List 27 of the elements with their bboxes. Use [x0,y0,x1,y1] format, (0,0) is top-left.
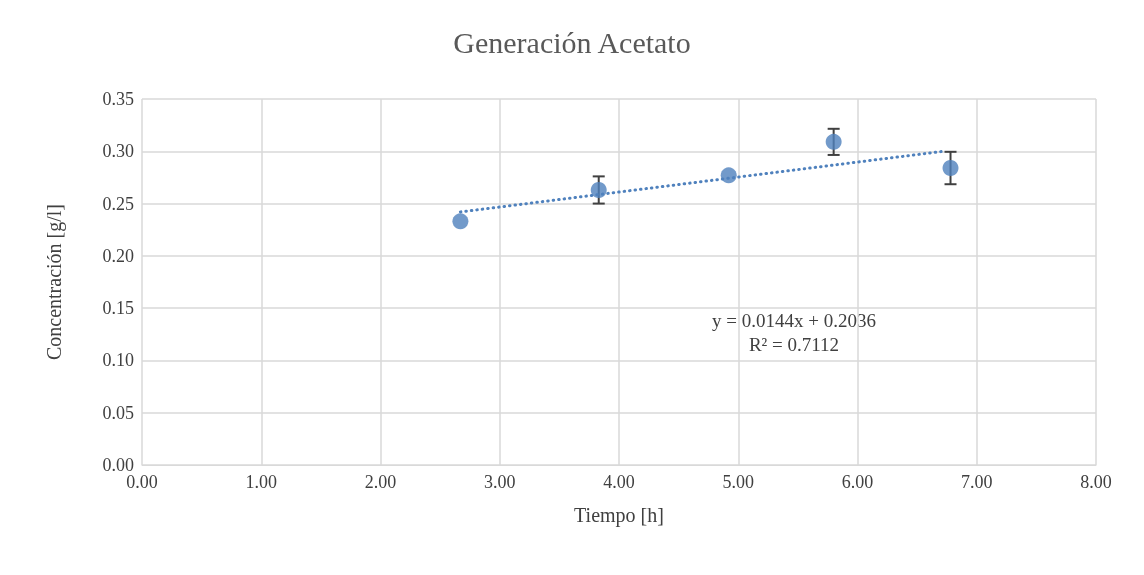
x-tick-label: 6.00 [841,472,874,492]
y-tick-label: 0.05 [102,402,134,423]
x-tick-label: 2.00 [364,472,397,492]
x-tick-label: 1.00 [245,472,277,492]
annotation: R² = 0.7112 [748,333,840,355]
point [825,133,842,150]
x-tick-label: 8.00 [1080,472,1112,492]
chart-title: Generación Acetato [453,25,691,59]
x-tick-label: 0.00 [126,472,158,492]
y-tick-label: 0.10 [102,350,134,371]
point [942,160,959,177]
y-axis-title: Concentración [g/l] [43,203,66,361]
y-tick-label: 0.30 [102,141,134,162]
x-tick-label: 3.00 [484,472,516,492]
point [452,213,469,230]
y-tick-label: 0.15 [102,298,134,319]
y-tick-label: 0.35 [102,89,134,109]
y-tick-label: 0.25 [102,193,134,214]
x-tick-label: 5.00 [722,472,754,492]
point [720,167,737,184]
point [590,181,607,198]
x-tick-label: 4.00 [603,472,635,492]
annotation: y = 0.0144x + 0.2036 [712,309,876,331]
x-axis-title: Tiempo [h] [574,504,664,527]
y-tick-label: 0.20 [102,245,134,266]
x-tick-label: 7.00 [961,472,993,492]
y-tick-label: 0.00 [102,455,134,475]
